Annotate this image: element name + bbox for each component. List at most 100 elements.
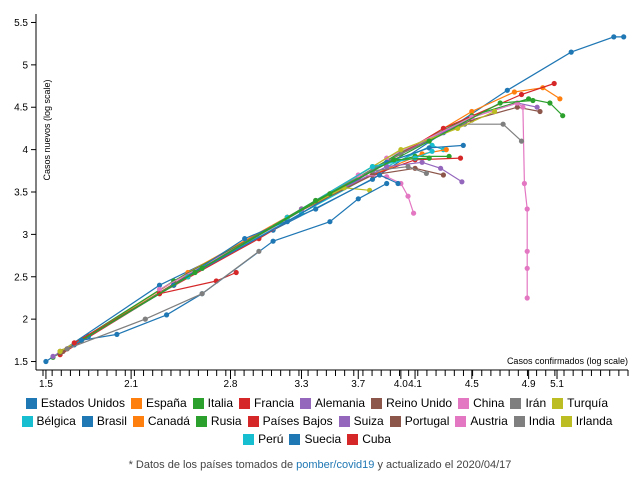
y-tick-label: 5 <box>22 60 28 71</box>
legend-swatch <box>389 415 401 427</box>
data-point <box>78 337 84 343</box>
legend-item: Austria <box>455 412 508 430</box>
footnote: * Datos de los países tomados de pomber/… <box>0 459 640 471</box>
data-point <box>242 236 248 242</box>
y-tick-label: 5.5 <box>14 18 28 29</box>
legend-label: Canadá <box>147 414 190 428</box>
data-point <box>395 180 401 187</box>
legend-swatch <box>560 415 572 427</box>
data-point <box>524 295 530 301</box>
data-point <box>438 165 444 171</box>
legend-label: Países Bajos <box>262 414 333 428</box>
data-point <box>611 34 617 40</box>
series-line <box>59 167 444 354</box>
series-line <box>73 174 399 346</box>
data-point <box>426 145 432 151</box>
data-point <box>557 96 563 102</box>
legend-item: Suecia <box>289 430 341 448</box>
data-point <box>446 153 452 159</box>
legend-label: Austria <box>470 414 508 428</box>
series-line <box>62 106 541 352</box>
footnote-link[interactable]: pomber/covid19 <box>296 459 375 471</box>
x-tick-label: 4.5 <box>465 379 479 390</box>
series-line <box>66 157 461 350</box>
legend-swatch <box>247 415 259 427</box>
data-point <box>405 164 411 170</box>
x-tick-label: 3.7 <box>351 379 365 390</box>
data-point <box>621 34 627 40</box>
data-point <box>57 348 63 354</box>
legend-swatch <box>25 397 37 409</box>
x-tick-label: 4.9 <box>522 379 536 390</box>
x-tick-label: 4.1 <box>408 379 422 390</box>
data-point <box>419 159 425 165</box>
data-point <box>440 172 446 178</box>
data-point <box>164 312 170 318</box>
data-point <box>429 148 435 154</box>
series-line <box>59 87 561 354</box>
data-point <box>192 269 198 276</box>
legend-swatch <box>243 433 255 445</box>
chart: Casos nuevos (log scale) Casos confirmad… <box>14 14 629 390</box>
data-point <box>459 179 465 185</box>
data-point <box>43 358 49 365</box>
data-point <box>199 291 205 297</box>
data-point <box>384 164 390 170</box>
legend-swatch <box>513 415 525 427</box>
data-point <box>443 147 449 153</box>
footnote-prefix: * Datos de los países tomados de <box>128 459 297 471</box>
legend-item: Italia <box>192 394 233 412</box>
data-point <box>384 180 390 187</box>
data-point <box>156 282 163 288</box>
data-point <box>377 172 383 178</box>
data-point <box>142 316 148 322</box>
data-point <box>524 265 530 271</box>
legend-label: China <box>473 396 505 410</box>
series-line <box>73 271 237 344</box>
legend-label: Rusia <box>210 414 242 428</box>
legend-item: Estados Unidos <box>25 394 125 412</box>
legend-label: España <box>145 396 187 410</box>
data-point <box>568 49 574 55</box>
data-point <box>64 346 70 352</box>
series-line <box>73 174 415 346</box>
series-line <box>159 102 528 298</box>
data-point <box>500 121 506 127</box>
data-point <box>369 164 376 170</box>
series-line <box>81 157 430 341</box>
legend-item: Francia <box>239 394 294 412</box>
series-line <box>73 155 450 346</box>
y-tick-label: 4 <box>22 145 28 156</box>
legend-item: Alemania <box>300 394 365 412</box>
series-line <box>73 150 433 346</box>
legend-swatch <box>300 397 312 409</box>
legend-label: India <box>528 414 555 428</box>
x-tick-label: 4.0 <box>394 379 408 390</box>
legend: Estados Unidos España Italia Francia Alemani… <box>20 394 620 448</box>
data-point <box>547 100 553 106</box>
series-line <box>66 250 260 350</box>
x-tick-label: 2.1 <box>124 379 138 390</box>
legend-item: China <box>458 394 504 412</box>
legend-swatch <box>130 397 142 409</box>
data-point <box>520 104 526 110</box>
legend-label: Bélgica <box>36 414 76 428</box>
legend-label: Perú <box>258 432 284 446</box>
data-point <box>426 138 432 144</box>
legend-label: Cuba <box>362 432 391 446</box>
legend-item: Rusia <box>195 412 242 430</box>
legend-swatch <box>338 415 350 427</box>
x-axis-title: Casos confirmados (log scale) <box>507 356 628 366</box>
data-point <box>405 193 411 199</box>
legend-item: India <box>513 412 555 430</box>
data-point <box>504 87 510 93</box>
data-point <box>71 340 77 346</box>
legend-swatch <box>510 397 522 409</box>
legend-item: Cuba <box>347 430 391 448</box>
legend-swatch <box>371 397 383 409</box>
legend-item: Perú <box>243 430 283 448</box>
legend-swatch <box>192 397 204 409</box>
data-point <box>551 80 557 87</box>
data-point <box>391 157 397 163</box>
data-point <box>530 97 536 104</box>
